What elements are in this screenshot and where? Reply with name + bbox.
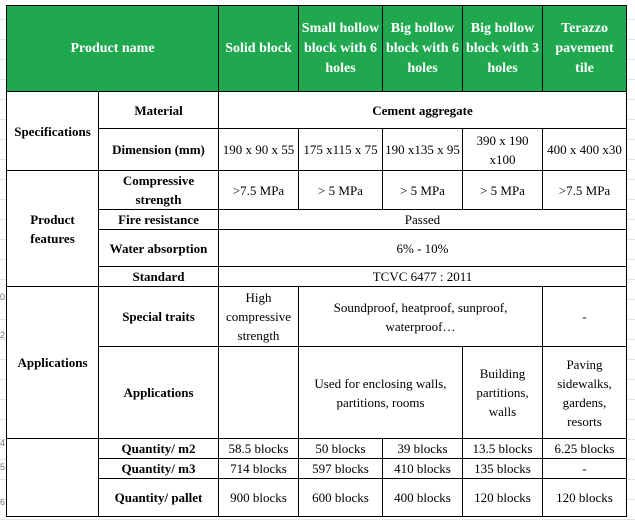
row-number: 2	[0, 330, 6, 340]
compressive-terazzo: >7.5 MPa	[542, 170, 627, 210]
label-compressive: Compressive strength	[98, 170, 219, 210]
label-standard: Standard	[98, 266, 219, 287]
group-specifications: Specifications	[6, 91, 99, 171]
dimension-solid: 190 x 90 x 55	[218, 128, 299, 171]
dimension-big-hollow-3: 390 x 190 x100	[462, 128, 543, 171]
qty-m3-solid: 714 blocks	[218, 458, 299, 479]
label-qty-m3: Quantity/ m3	[98, 458, 219, 479]
material-value: Cement aggregate	[218, 91, 627, 129]
table-row: Quantity/ m3 714 blocks 597 blocks 410 b…	[7, 458, 627, 479]
table-row: Fire resistance Passed	[7, 209, 627, 230]
qty-m2-big-hollow-6: 39 blocks	[382, 438, 463, 459]
label-qty-m2: Quantity/ m2	[98, 438, 219, 459]
applications-solid	[218, 346, 299, 439]
dimension-small-hollow: 175 x115 x 75	[298, 128, 383, 171]
header-big-hollow-6: Big hollow block with 6 holes	[382, 5, 463, 92]
table-row: Dimension (mm) 190 x 90 x 55 175 x115 x …	[7, 128, 627, 171]
special-terazzo: -	[542, 286, 627, 347]
product-spec-table: Product name Solid block Small hollow bl…	[6, 5, 627, 517]
qty-m3-big-hollow-6: 410 blocks	[382, 458, 463, 479]
qty-pallet-terazzo: 120 blocks	[542, 478, 627, 517]
applications-terazzo: Paving sidewalks, gardens, resorts	[542, 346, 627, 439]
qty-m3-terazzo: -	[542, 458, 627, 479]
applications-big-hollow-3: Building partitions, walls	[462, 346, 543, 439]
header-big-hollow-3: Big hollow block with 3 holes	[462, 5, 543, 92]
row-number: 4	[0, 438, 6, 448]
qty-pallet-big-hollow-6: 400 blocks	[382, 478, 463, 517]
label-qty-pallet: Quantity/ pallet	[98, 478, 219, 517]
label-special: Special traits	[98, 286, 219, 347]
fire-value: Passed	[218, 209, 627, 230]
group-product-features: Product features	[6, 170, 99, 287]
group-quantity	[6, 438, 99, 517]
table-row: Specifications Material Cement aggregate	[6, 91, 627, 171]
qty-pallet-solid: 900 blocks	[218, 478, 299, 517]
dimension-big-hollow-6: 190 x135 x 95	[382, 128, 463, 171]
table-row: Product features Compressive strength >7…	[6, 170, 627, 287]
table-row: Quantity/ pallet 900 blocks 600 blocks 4…	[7, 478, 627, 517]
compressive-solid: >7.5 MPa	[218, 170, 299, 210]
group-applications: Applications	[6, 286, 99, 439]
header-small-hollow: Small hollow block with 6 holes	[298, 5, 383, 92]
standard-value: TCVC 6477 : 2011	[218, 266, 627, 287]
table-row: Applications Used for enclosing walls, p…	[7, 346, 627, 439]
label-fire: Fire resistance	[98, 209, 219, 230]
qty-m2-big-hollow-3: 13.5 blocks	[462, 438, 543, 459]
row-number: 0	[0, 292, 6, 302]
compressive-big-hollow-6: > 5 MPa	[382, 170, 463, 210]
qty-m2-small-hollow: 50 blocks	[298, 438, 383, 459]
label-water: Water absorption	[98, 229, 219, 267]
header-row: Product name Solid block Small hollow bl…	[6, 5, 627, 92]
qty-m3-big-hollow-3: 135 blocks	[462, 458, 543, 479]
label-material: Material	[98, 91, 219, 129]
applications-hollow: Used for enclosing walls, partitions, ro…	[298, 346, 463, 439]
qty-m2-solid: 58.5 blocks	[218, 438, 299, 459]
qty-m2-terazzo: 6.25 blocks	[542, 438, 627, 459]
special-solid: High compressive strength	[218, 286, 299, 347]
table-row: Water absorption 6% - 10%	[7, 229, 627, 267]
dimension-terazzo: 400 x 400 x30	[542, 128, 627, 171]
compressive-big-hollow-3: > 5 MPa	[462, 170, 543, 210]
table-row: Quantity/ m2 58.5 blocks 50 blocks 39 bl…	[6, 438, 627, 517]
label-applications: Applications	[98, 346, 219, 439]
row-number: 5	[0, 462, 6, 472]
header-solid-block: Solid block	[218, 5, 299, 92]
label-dimension: Dimension (mm)	[98, 128, 219, 171]
qty-m3-small-hollow: 597 blocks	[298, 458, 383, 479]
qty-pallet-big-hollow-3: 120 blocks	[462, 478, 543, 517]
table-row: Standard TCVC 6477 : 2011	[7, 266, 627, 287]
water-value: 6% - 10%	[218, 229, 627, 267]
table-row: Applications Special traits High compres…	[6, 286, 627, 439]
header-terazzo: Terazzo pavement tile	[542, 5, 627, 92]
special-hollow: Soundproof, heatproof, sunproof, waterpr…	[298, 286, 543, 347]
qty-pallet-small-hollow: 600 blocks	[298, 478, 383, 517]
row-number: 6	[0, 497, 6, 507]
compressive-small-hollow: > 5 MPa	[298, 170, 383, 210]
header-product-name: Product name	[6, 5, 219, 92]
